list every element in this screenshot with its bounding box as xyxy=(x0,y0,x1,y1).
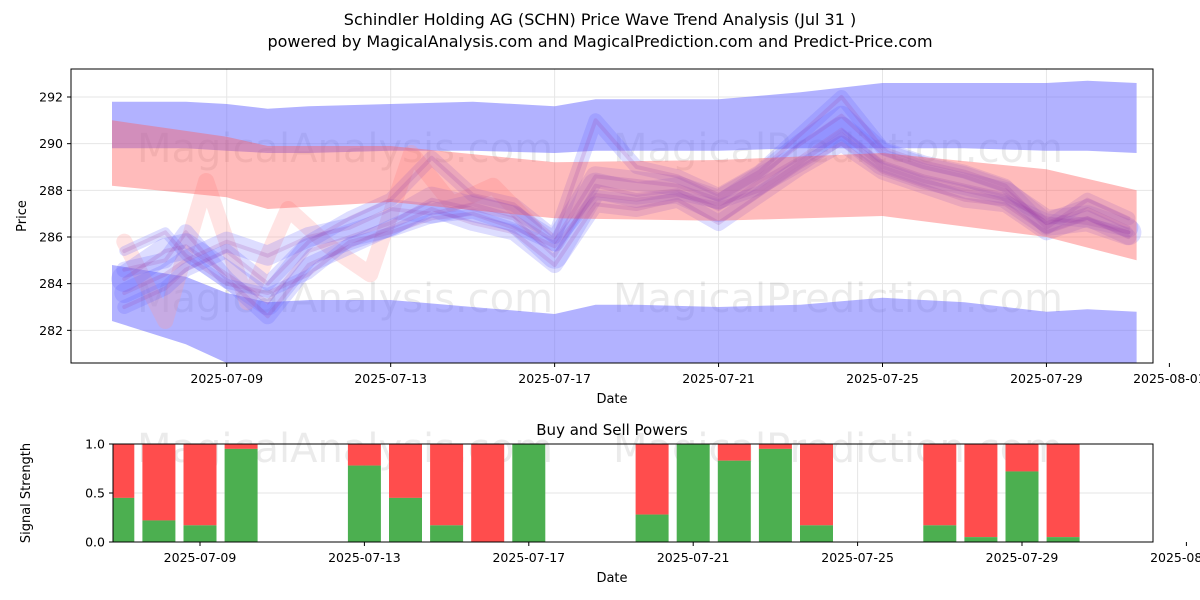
sell-power-bar xyxy=(1046,444,1080,538)
buy-power-bar xyxy=(1046,537,1080,542)
wave-core-line xyxy=(122,95,1131,309)
wave-series-line xyxy=(117,90,1136,314)
sell-power-bar xyxy=(430,444,464,526)
price-y-ticks: 282 284 286 288 290 292 xyxy=(39,90,71,338)
buy-sell-x-axis-label: Date xyxy=(596,571,627,586)
price-x-tick-label: 2025-07-29 xyxy=(1010,371,1083,386)
red-trend-band xyxy=(112,120,1137,261)
sell-power-bar xyxy=(142,444,176,521)
wave-core-line xyxy=(122,113,1131,295)
price-x-tick-label: 2025-07-13 xyxy=(354,371,427,386)
buy-power-bar xyxy=(347,465,381,542)
sell-power-bar xyxy=(224,444,258,449)
buy-power-bar xyxy=(1005,471,1039,542)
buy-sell-x-tick-label: 2025-07-21 xyxy=(657,550,730,565)
price-wave-panel: MagicalAnalysis.com MagicalPrediction.co… xyxy=(15,68,1200,407)
buy-power-bar xyxy=(964,537,998,542)
buy-sell-y-tick-label: 0.0 xyxy=(85,535,105,550)
buy-sell-y-tick-label: 0.5 xyxy=(85,486,105,501)
wave-series-line xyxy=(116,135,1137,325)
price-y-axis-label: Price xyxy=(15,200,30,232)
sell-power-bar xyxy=(964,444,998,538)
price-y-tick-label: 290 xyxy=(39,136,63,151)
buy-sell-y-ticks: 0.0 0.5 1.0 xyxy=(85,437,113,550)
buy-sell-x-tick-label: 2025-08-01 xyxy=(1150,550,1200,565)
buy-sell-x-tick-label: 2025-07-29 xyxy=(986,550,1059,565)
chart-subtitle: powered by MagicalAnalysis.com and Magic… xyxy=(267,32,932,51)
buy-power-bar xyxy=(113,497,135,542)
price-x-tick-label: 2025-07-21 xyxy=(682,371,755,386)
price-x-ticks: 2025-07-09 2025-07-13 2025-07-17 2025-07-21… xyxy=(190,363,1200,386)
buy-sell-x-tick-label: 2025-07-09 xyxy=(164,550,237,565)
wave-core-line xyxy=(122,141,1131,319)
wave-core-line xyxy=(122,127,1131,305)
buy-power-bar xyxy=(758,448,792,542)
buy-power-bar xyxy=(717,460,751,542)
buy-power-bar xyxy=(512,444,546,542)
price-y-tick-label: 282 xyxy=(39,323,63,338)
price-x-tick-label: 2025-07-25 xyxy=(846,371,919,386)
buy-power-bar xyxy=(389,497,422,542)
buy-sell-x-tick-label: 2025-07-25 xyxy=(821,550,894,565)
price-axes-frame xyxy=(70,68,1154,364)
price-plot-area xyxy=(111,80,1142,363)
buy-sell-x-tick-label: 2025-07-17 xyxy=(492,550,565,565)
price-y-tick-label: 292 xyxy=(39,90,63,105)
buy-sell-x-ticks: 2025-07-09 2025-07-13 2025-07-17 2025-07-21… xyxy=(164,542,1200,565)
price-x-tick-label: 2025-07-09 xyxy=(190,371,263,386)
wave-series-line xyxy=(119,129,1134,298)
sell-power-bar xyxy=(717,444,751,461)
buy-power-bar xyxy=(142,520,176,542)
wave-core-line xyxy=(122,132,1131,295)
sell-power-bar xyxy=(800,444,833,526)
buy-power-bar xyxy=(635,514,669,542)
chart-title: Schindler Holding AG (SCHN) Price Wave T… xyxy=(344,10,856,29)
buy-sell-title: Buy and Sell Powers xyxy=(536,421,688,439)
sell-power-bar xyxy=(923,444,957,526)
buy-sell-x-tick-label: 2025-07-13 xyxy=(328,550,401,565)
buy-power-bar xyxy=(923,525,957,542)
buy-sell-panel: Buy and Sell Powers MagicalAnalysis.com … xyxy=(19,421,1200,586)
sell-power-bar xyxy=(347,444,381,466)
buy-power-bar xyxy=(183,525,217,542)
buy-power-bar xyxy=(224,448,258,542)
price-y-tick-label: 284 xyxy=(39,276,63,291)
price-y-tick-label: 286 xyxy=(39,230,63,245)
upper-price-band xyxy=(112,80,1137,153)
price-x-axis-label: Date xyxy=(596,392,627,407)
sell-power-bar xyxy=(1005,444,1039,472)
buy-sell-y-axis-label: Signal Strength xyxy=(19,443,34,543)
pink-wave-line xyxy=(116,145,543,329)
sell-power-bar xyxy=(183,444,217,526)
lower-price-band xyxy=(112,265,1137,363)
sell-power-bar xyxy=(471,444,505,542)
wave-series-line xyxy=(114,105,1139,303)
wave-series-line xyxy=(111,116,1142,316)
buy-power-bar xyxy=(676,444,710,542)
price-y-tick-label: 288 xyxy=(39,183,63,198)
sell-power-bar xyxy=(113,444,135,498)
price-x-tick-label: 2025-08-01 xyxy=(1133,371,1200,386)
buy-power-bar xyxy=(800,525,833,542)
sell-power-bar xyxy=(635,444,669,515)
sell-power-bar xyxy=(389,444,422,498)
buy-sell-y-tick-label: 1.0 xyxy=(85,437,105,452)
sell-power-bar xyxy=(758,444,792,449)
price-x-tick-label: 2025-07-17 xyxy=(518,371,591,386)
buy-power-bar xyxy=(430,525,464,542)
buy-sell-plot-area xyxy=(113,444,1080,542)
